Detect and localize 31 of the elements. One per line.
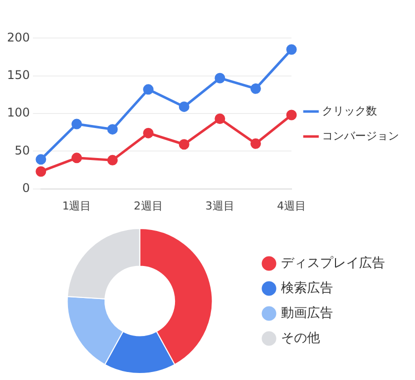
point [286, 44, 297, 55]
point [36, 154, 46, 165]
y-tick-label: 50 [14, 143, 30, 158]
point [107, 154, 118, 166]
legend-label: その他 [281, 330, 320, 346]
legend-label: 検索広告 [281, 280, 333, 296]
legend-label: ディスプレイ広告 [281, 254, 385, 271]
point [286, 110, 297, 120]
point [71, 152, 82, 164]
point [250, 138, 261, 149]
legend-label: 動画広告 [281, 304, 333, 321]
legend-label: コンバージョン [322, 129, 399, 142]
point [214, 114, 226, 124]
point [178, 139, 190, 150]
x-tick-label: 1週目 [62, 199, 92, 212]
point [143, 84, 154, 95]
point [250, 83, 261, 94]
point [143, 128, 154, 138]
point [178, 101, 190, 112]
legend-label: クリック数 [322, 104, 377, 118]
y-tick-label: 200 [7, 30, 30, 44]
x-tick-label: 3週目 [205, 199, 234, 212]
point [214, 72, 226, 84]
x-tick-label: 4週目 [277, 199, 306, 212]
point [36, 166, 46, 177]
y-tick-label: 0 [22, 180, 30, 195]
point [71, 118, 82, 130]
x-tick-label: 2週目 [134, 199, 163, 212]
y-tick-label: 150 [7, 68, 30, 82]
point [107, 124, 118, 135]
y-tick-label: 100 [7, 106, 30, 120]
